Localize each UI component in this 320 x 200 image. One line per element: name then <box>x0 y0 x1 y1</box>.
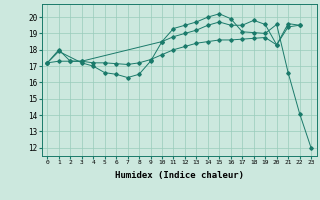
X-axis label: Humidex (Indice chaleur): Humidex (Indice chaleur) <box>115 171 244 180</box>
